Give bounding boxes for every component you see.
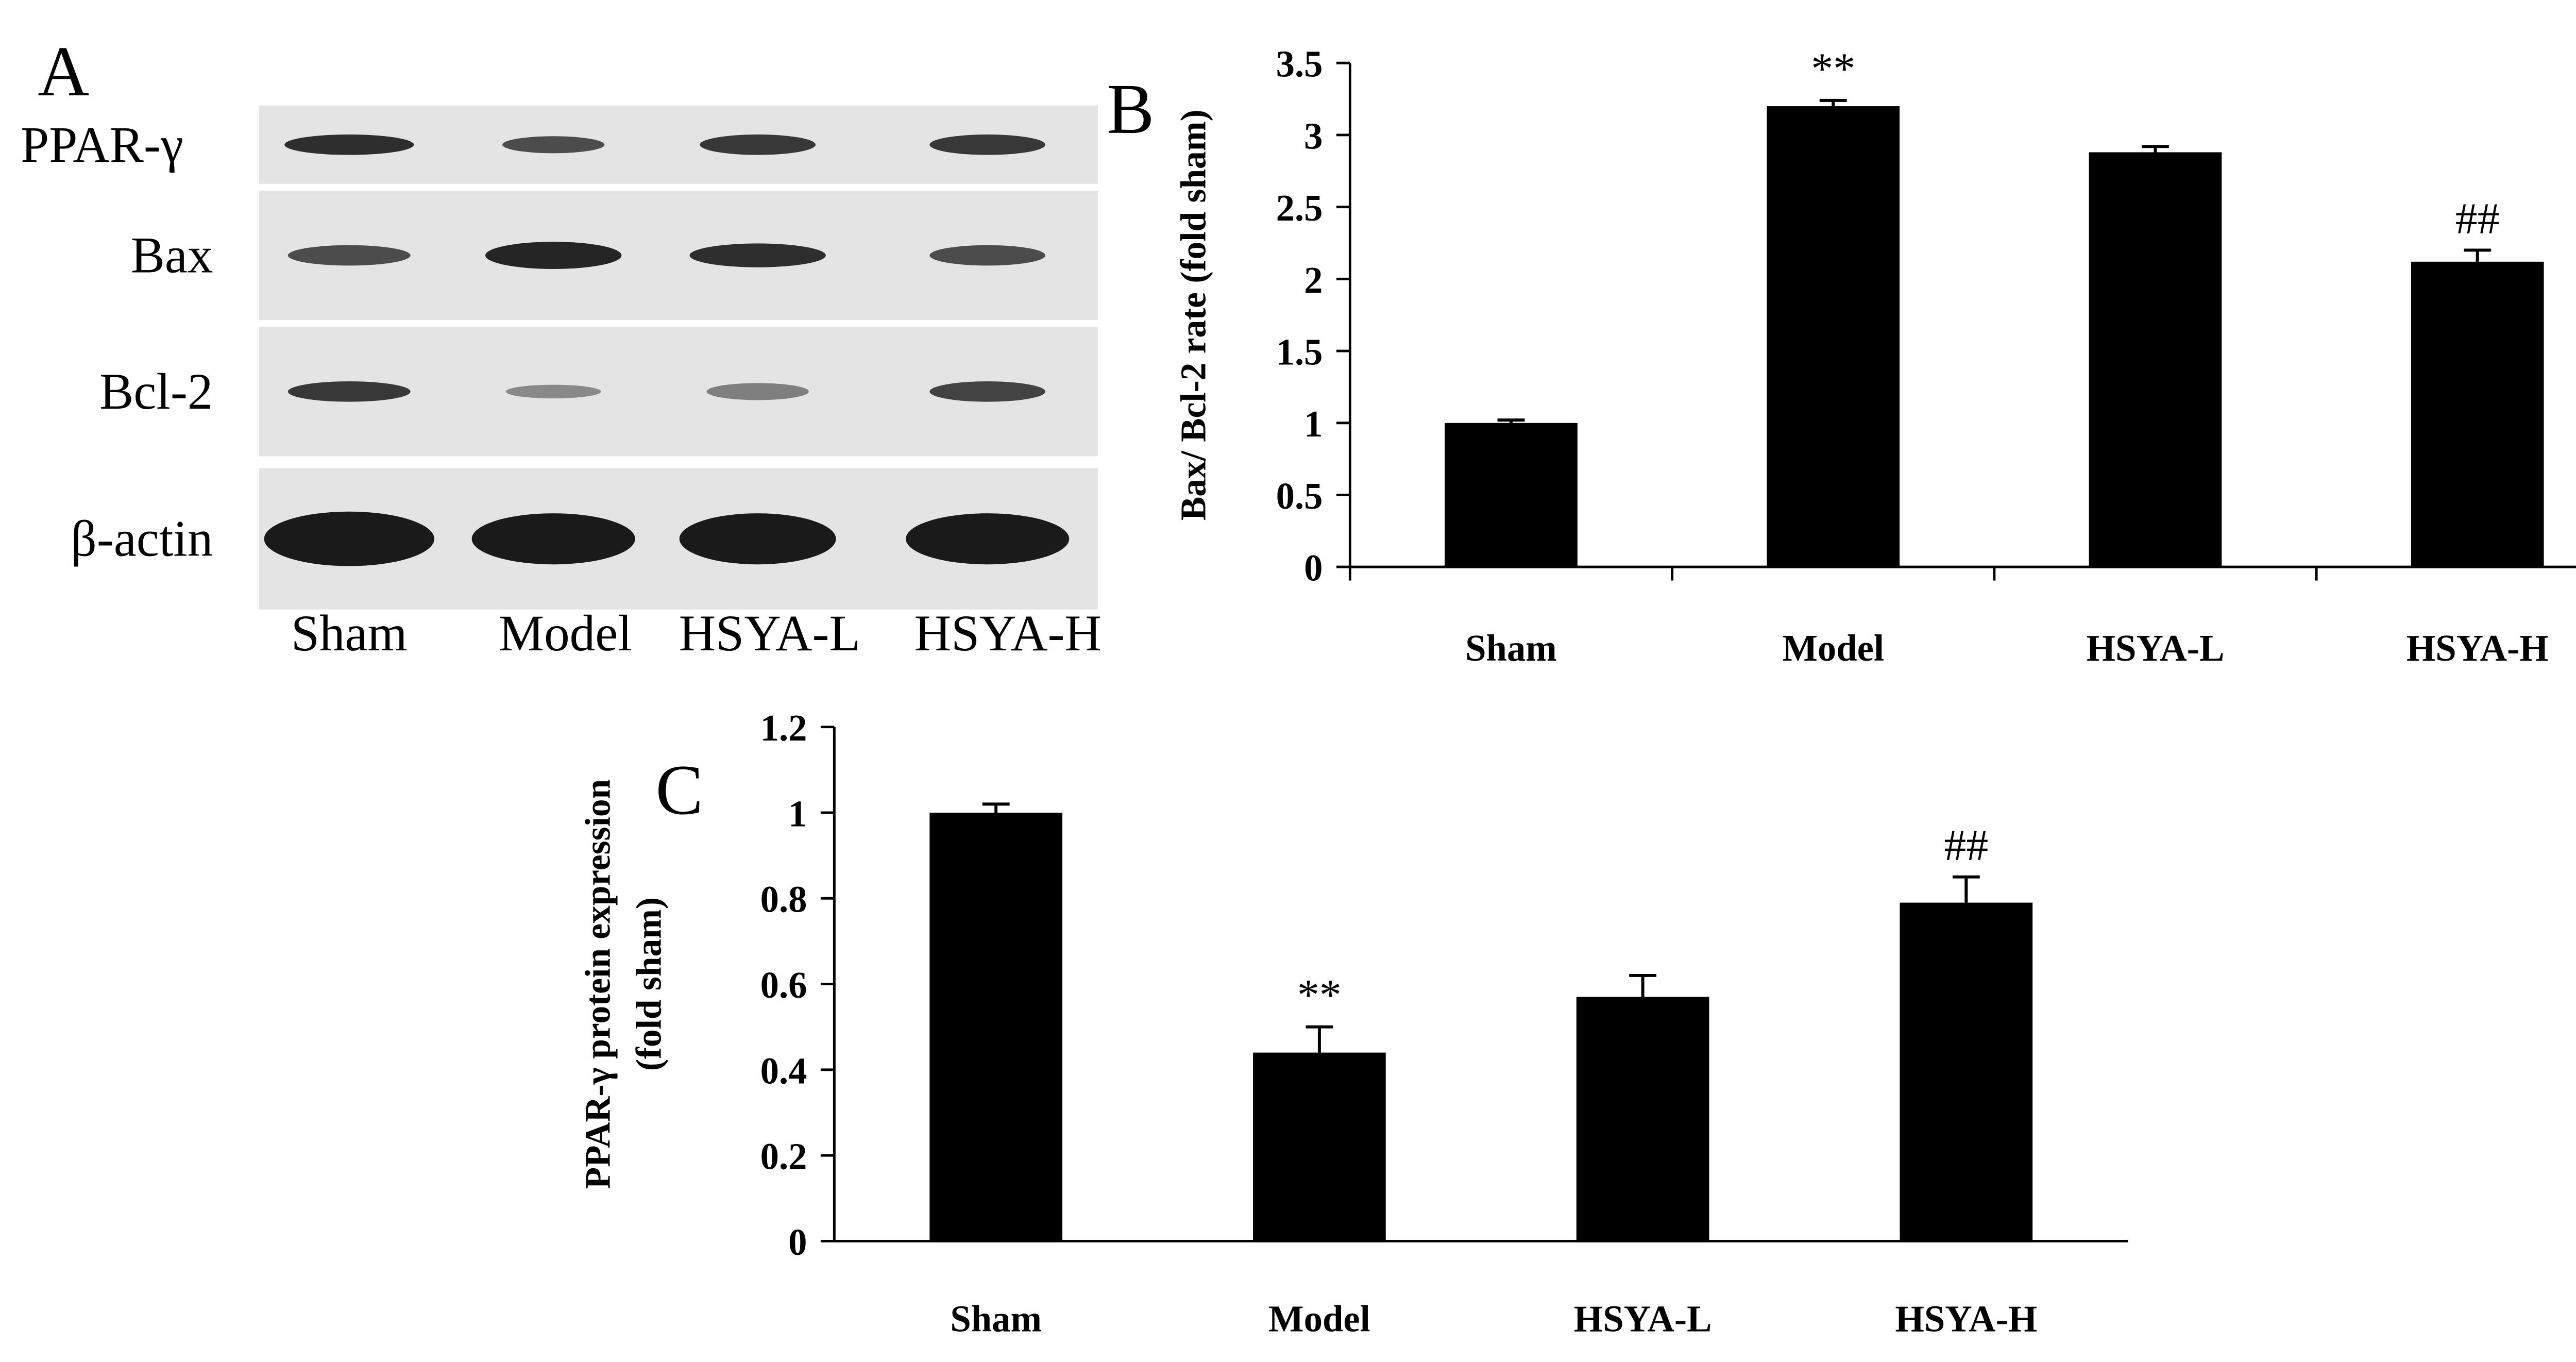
- panel-label: B: [1107, 70, 1155, 149]
- error-bar: [2142, 145, 2169, 153]
- error-bar: [1952, 875, 1980, 903]
- error-bar: [1497, 418, 1525, 423]
- blot-lane-label: Sham: [291, 606, 408, 662]
- blot-band: [906, 513, 1070, 565]
- significance-label: **: [1811, 44, 1855, 93]
- x-tick-label: HSYA-H: [1895, 1298, 2037, 1340]
- bar: [929, 812, 1063, 1241]
- y-tick-label: 1.2: [760, 707, 807, 749]
- bar: [1445, 423, 1578, 567]
- x-tick-label: Model: [1268, 1298, 1370, 1340]
- x-tick-label: Sham: [1465, 627, 1557, 669]
- blot-band: [264, 511, 434, 566]
- blot-lane-label: HSYA-L: [679, 606, 860, 662]
- y-tick-label: 0.4: [760, 1050, 807, 1091]
- significance-label: **: [1297, 970, 1342, 1020]
- x-tick-label: HSYA-L: [2087, 627, 2225, 669]
- blot-band: [706, 383, 809, 400]
- blot-band: [505, 384, 601, 399]
- blot-band: [471, 513, 635, 565]
- error-bar: [982, 802, 1010, 813]
- bar: [2411, 261, 2544, 567]
- blot-row-label: Bcl-2: [99, 364, 213, 420]
- blot-band: [485, 242, 622, 269]
- blot-lane-label: HSYA-H: [914, 606, 1101, 662]
- y-tick-label: 1: [788, 793, 807, 834]
- y-axis-label: PPAR-γ protein expression: [578, 779, 618, 1189]
- blot-lane-label: Model: [499, 606, 632, 662]
- y-tick-label: 0: [788, 1221, 807, 1263]
- bar: [1900, 902, 2033, 1241]
- blot-band: [284, 134, 414, 155]
- blot-row-label: PPAR-γ: [21, 117, 183, 173]
- blot-band: [929, 134, 1046, 155]
- y-tick-label: 0.8: [760, 879, 807, 920]
- y-tick-label: 0.5: [1276, 475, 1323, 517]
- blot-row-label: Bax: [131, 228, 213, 284]
- x-tick-label: Sham: [950, 1298, 1042, 1340]
- y-tick-label: 3.5: [1276, 43, 1323, 85]
- blot-band: [929, 245, 1046, 266]
- y-tick-label: 2: [1304, 259, 1323, 301]
- bar: [1576, 997, 1709, 1241]
- y-tick-label: 3: [1304, 115, 1323, 157]
- blot-band: [700, 134, 816, 155]
- blot-row-label: β-actin: [71, 511, 213, 567]
- blot-band: [679, 513, 836, 565]
- y-tick-label: 0.2: [760, 1136, 807, 1178]
- error-bar: [2464, 248, 2492, 262]
- error-bar: [1306, 1025, 1333, 1053]
- significance-label: ##: [1944, 820, 1988, 870]
- bar: [1767, 106, 1900, 567]
- blot-band: [689, 243, 826, 267]
- bar: [1253, 1052, 1386, 1241]
- y-tick-label: 2.5: [1276, 187, 1323, 229]
- error-bar: [1819, 98, 1847, 107]
- error-bar: [1629, 973, 1657, 997]
- blot-band: [502, 136, 605, 154]
- blot-band: [929, 381, 1046, 402]
- significance-label: ##: [2455, 193, 2500, 243]
- blot-band: [287, 245, 411, 266]
- y-tick-label: 0: [1304, 547, 1323, 589]
- panel-label: A: [38, 32, 89, 111]
- x-tick-label: HSYA-H: [2406, 627, 2549, 669]
- y-axis-label: (fold sham): [629, 897, 669, 1071]
- y-tick-label: 1.5: [1276, 331, 1323, 373]
- blot-band: [287, 381, 411, 402]
- bar: [2089, 152, 2222, 567]
- y-axis-label: Bax/ Bcl-2 rate (fold sham): [1174, 109, 1214, 520]
- x-tick-label: HSYA-L: [1574, 1298, 1712, 1340]
- x-tick-label: Model: [1782, 627, 1884, 669]
- y-tick-label: 1: [1304, 403, 1323, 445]
- panel-label: C: [655, 750, 703, 830]
- y-tick-label: 0.6: [760, 964, 807, 1006]
